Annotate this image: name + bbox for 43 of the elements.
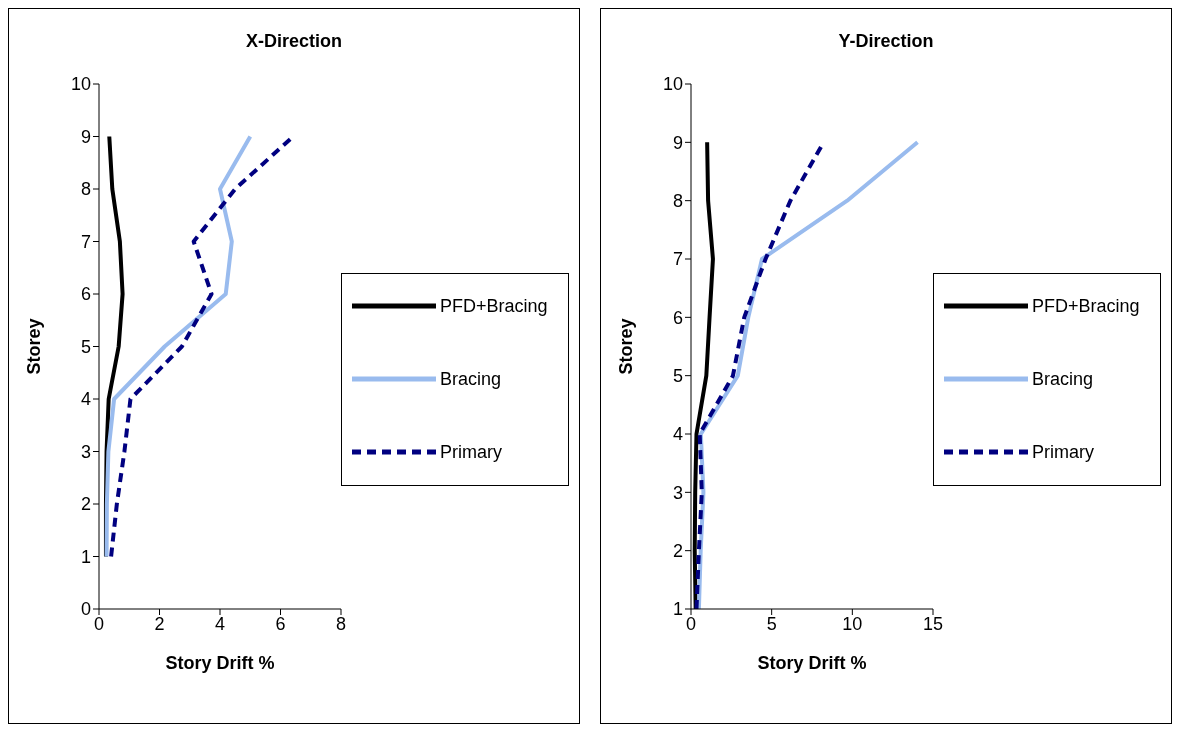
- x-tick-label: 8: [335, 613, 347, 634]
- y-tick-label: 5: [80, 336, 91, 357]
- x-tick-label: 2: [154, 613, 165, 634]
- y-tick-label: 0: [80, 599, 91, 620]
- x-tick-label: 0: [93, 613, 105, 634]
- chart-title: Y-Direction: [837, 30, 935, 51]
- y-axis-title: Storey: [24, 318, 45, 375]
- x-axis-title: Story Drift %: [165, 653, 275, 673]
- y-tick-label: 7: [672, 249, 683, 270]
- y-tick-label: 1: [80, 546, 91, 567]
- x-tick-label: 0: [685, 613, 697, 634]
- y-tick-label: 1: [672, 599, 683, 620]
- y-tick-label: 4: [80, 389, 91, 410]
- legend-label: PFD+Bracing: [1032, 295, 1140, 317]
- y-tick-label: 9: [672, 132, 683, 153]
- y-tick-label: 7: [80, 231, 91, 252]
- y-tick-label: 2: [80, 494, 91, 515]
- y-axis-title: Storey: [616, 318, 637, 375]
- legend-label: Bracing: [440, 368, 502, 390]
- y-tick-label: 3: [80, 441, 91, 462]
- y-tick-label: 3: [672, 482, 683, 503]
- legend-label: Bracing: [1032, 368, 1094, 390]
- x-tick-label: 4: [214, 613, 226, 634]
- y-tick-label: 10: [662, 74, 683, 95]
- y-tick-label: 8: [80, 179, 91, 200]
- x-tick-label: 10: [842, 613, 863, 634]
- legend-label: Primary: [440, 441, 502, 463]
- y-tick-label: 2: [672, 541, 683, 562]
- y-tick-label: 5: [672, 366, 683, 387]
- y-tick-label: 6: [672, 307, 683, 328]
- y-tick-label: 6: [80, 284, 91, 305]
- y-tick-label: 9: [80, 126, 91, 147]
- chart-title: X-Direction: [245, 30, 343, 51]
- y-tick-label: 4: [672, 424, 683, 445]
- y-tick-label: 8: [672, 191, 683, 212]
- legend-label: PFD+Bracing: [440, 295, 548, 317]
- x-tick-label: 15: [922, 613, 944, 634]
- x-tick-label: 5: [766, 613, 777, 634]
- legend-label: Primary: [1032, 441, 1094, 463]
- x-tick-label: 6: [275, 613, 286, 634]
- line-series: [104, 134, 253, 559]
- y-tick-label: 10: [70, 74, 91, 95]
- x-axis-title: Story Drift %: [757, 653, 867, 673]
